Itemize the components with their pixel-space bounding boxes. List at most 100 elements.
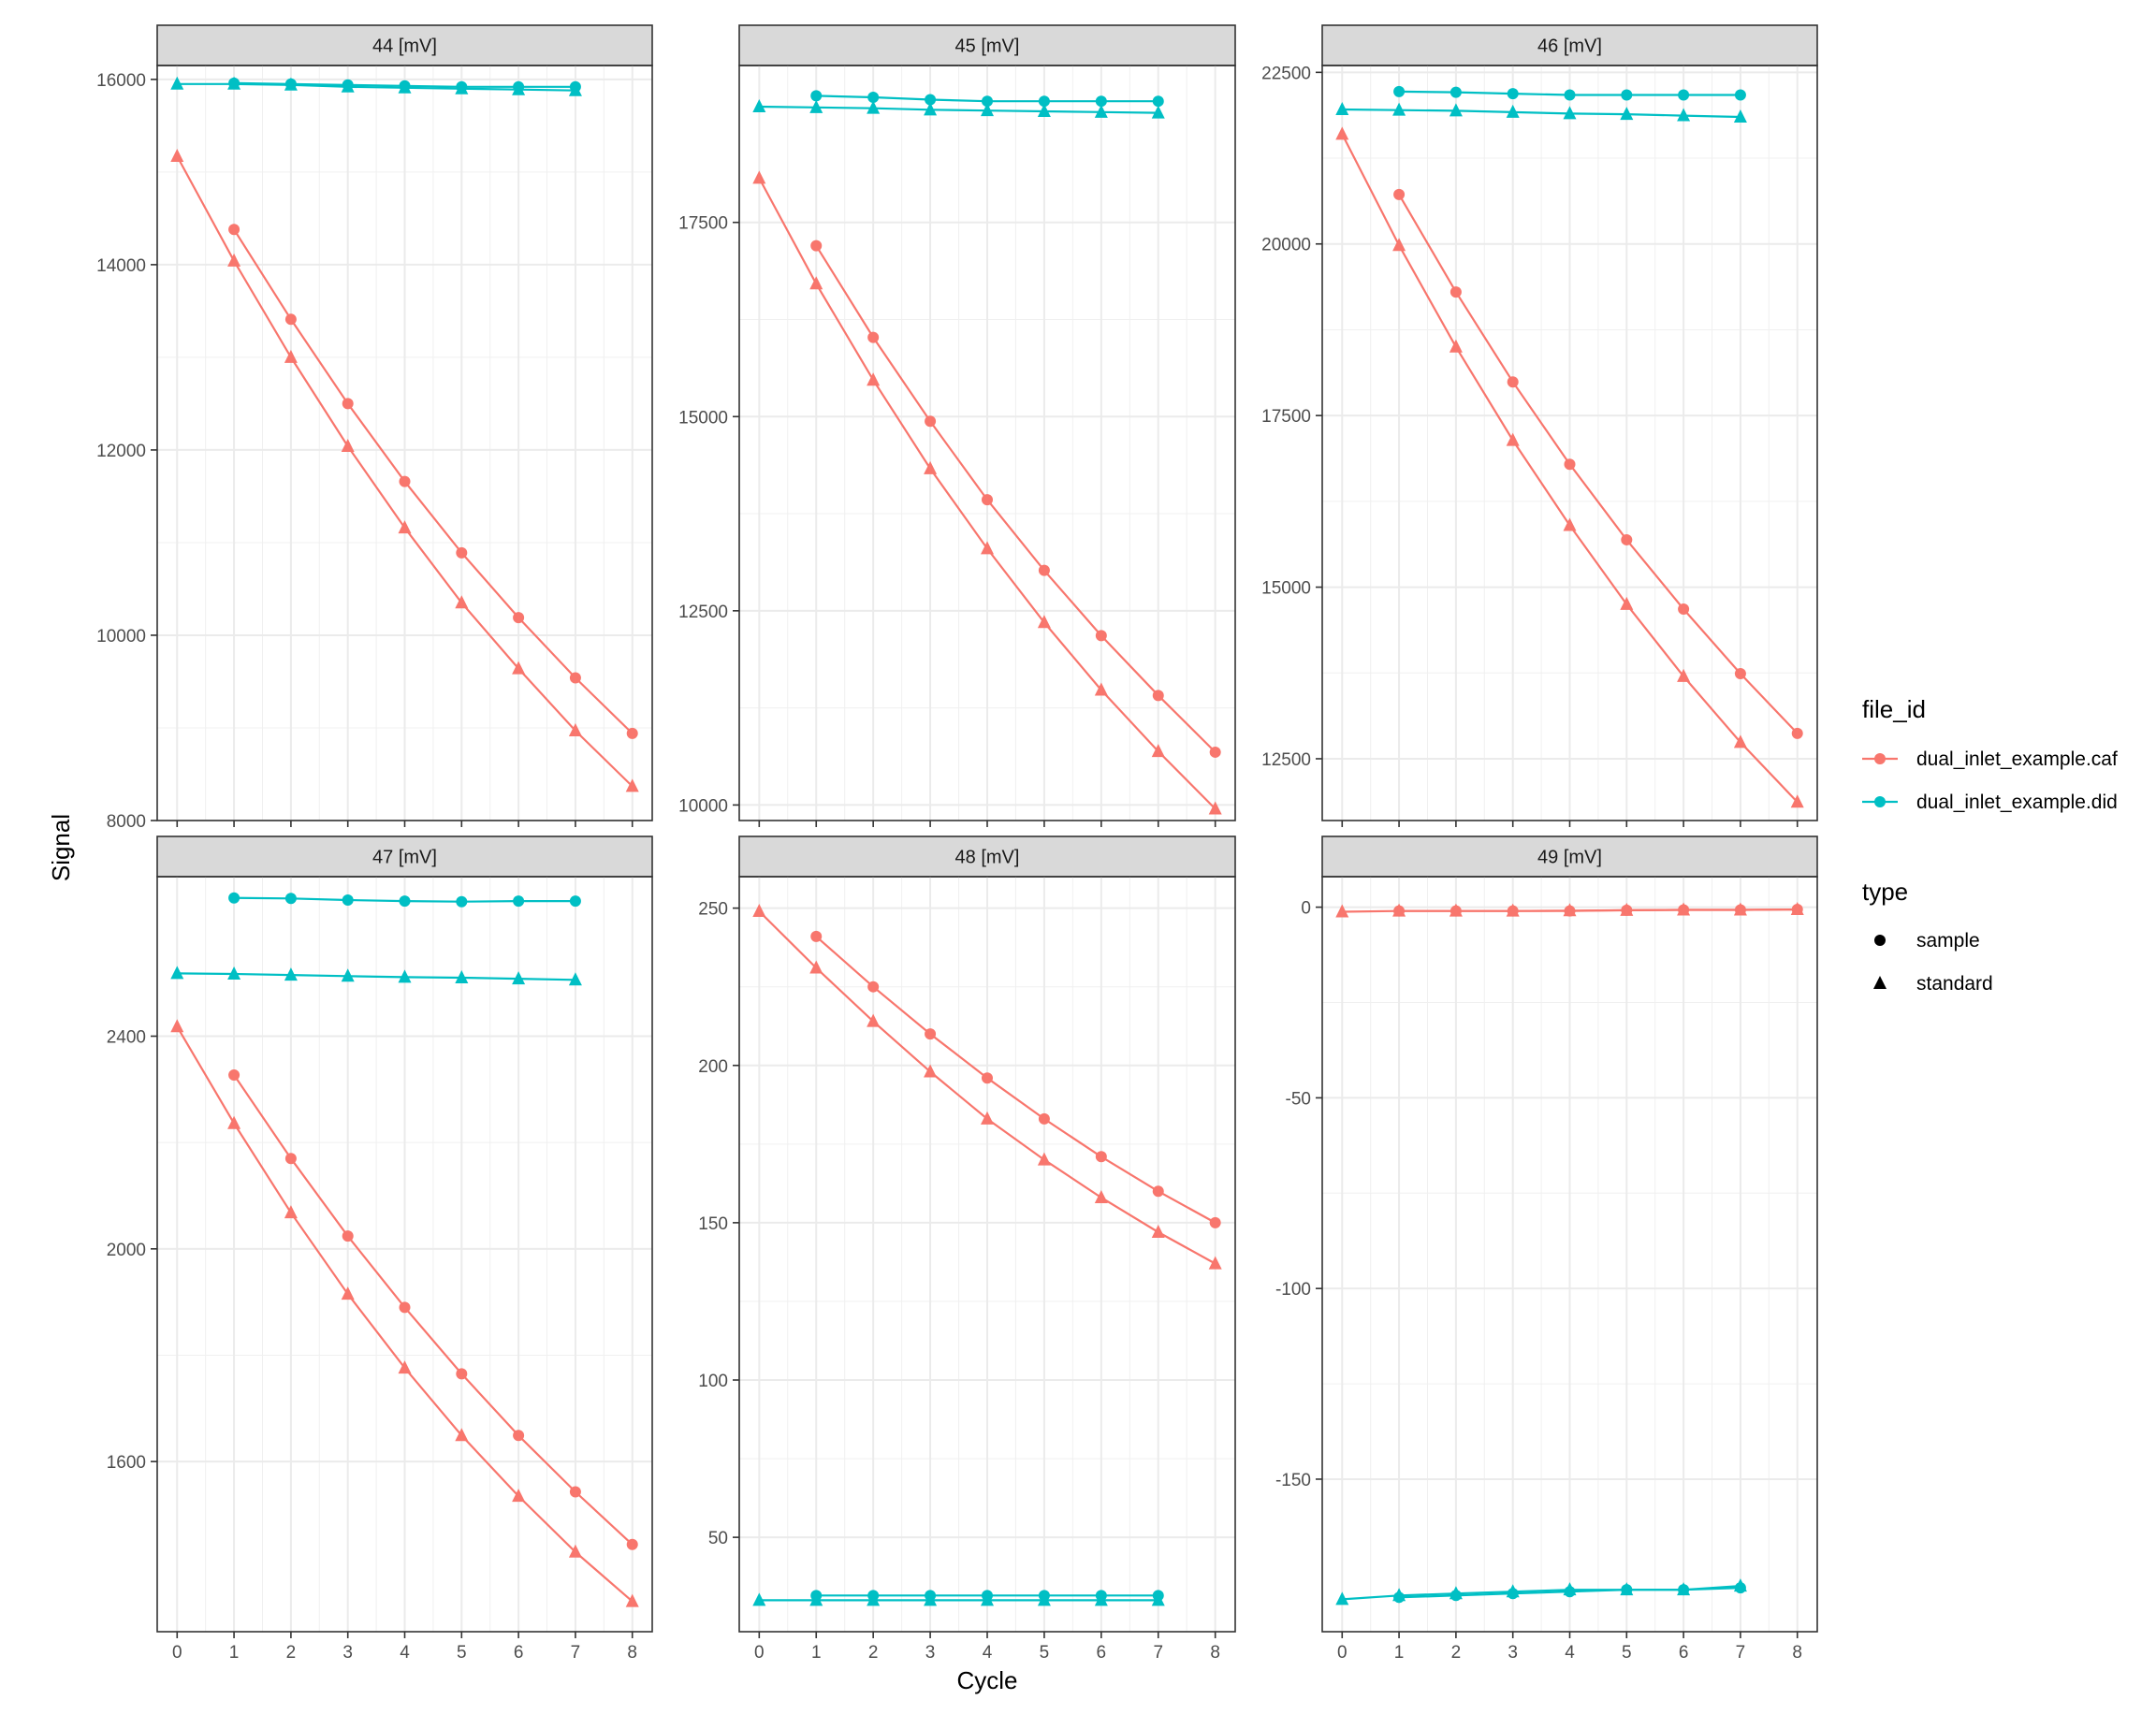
x-tick-label: 1 — [811, 1643, 822, 1663]
data-point-circle — [456, 1368, 468, 1380]
data-point-triangle — [1037, 1592, 1051, 1606]
x-tick-label: 6 — [514, 1643, 524, 1663]
x-tick-label: 3 — [342, 1643, 353, 1663]
data-point-triangle — [981, 1592, 994, 1606]
y-tick-label: -50 — [1286, 1089, 1311, 1109]
data-point-triangle — [170, 149, 184, 163]
data-point-circle — [1209, 1216, 1221, 1228]
data-point-triangle — [568, 722, 582, 736]
data-point-triangle — [284, 77, 298, 91]
x-tick-label: 4 — [983, 1643, 993, 1663]
data-point-triangle — [1151, 105, 1165, 119]
data-point-triangle — [1392, 903, 1406, 917]
series-line — [759, 105, 1158, 114]
y-tick-label: 14000 — [96, 256, 146, 276]
y-tick-label: 50 — [708, 1529, 728, 1548]
y-tick-label: 12500 — [678, 603, 728, 622]
x-tick-label: 3 — [925, 1643, 936, 1663]
data-point-circle — [1038, 564, 1050, 576]
data-point-triangle — [1392, 238, 1406, 252]
data-point-circle — [284, 893, 297, 905]
x-tick-label: 6 — [1097, 1643, 1107, 1663]
x-tick-label: 8 — [627, 1643, 637, 1663]
data-point-triangle — [1563, 1582, 1577, 1596]
data-point-circle — [1038, 95, 1050, 108]
data-point-circle — [1393, 188, 1406, 200]
data-point-triangle — [1335, 126, 1349, 140]
data-point-triangle — [227, 966, 241, 981]
data-point-triangle — [170, 1019, 184, 1033]
data-point-triangle — [1563, 903, 1577, 917]
data-point-circle — [626, 1538, 638, 1550]
data-point-triangle — [1449, 339, 1463, 353]
x-axis-title: Cycle — [956, 1666, 1017, 1694]
data-point-circle — [1152, 95, 1164, 108]
x-tick-label: 7 — [1736, 1643, 1746, 1663]
legend-label: sample — [1916, 930, 1980, 952]
data-point-triangle — [1094, 682, 1108, 696]
data-point-triangle — [1677, 1582, 1691, 1596]
legend-title-type: type — [1862, 878, 1908, 906]
x-tick-label: 7 — [571, 1643, 581, 1663]
data-point-circle — [342, 1230, 354, 1242]
data-point-triangle — [924, 1064, 938, 1078]
data-point-triangle — [1620, 107, 1634, 121]
data-point-circle — [1095, 95, 1107, 108]
data-point-circle — [867, 981, 880, 993]
data-point-circle — [1734, 668, 1746, 680]
data-point-triangle — [1037, 615, 1051, 629]
y-tick-label: 15000 — [1261, 579, 1311, 599]
series-line — [815, 245, 1216, 753]
data-point-circle — [569, 672, 581, 684]
data-point-triangle — [981, 541, 994, 555]
y-tick-label: 100 — [698, 1372, 728, 1391]
data-point-triangle — [1094, 104, 1108, 118]
data-point-triangle — [1620, 902, 1634, 916]
series-line — [1342, 1585, 1741, 1601]
data-point-circle — [810, 240, 823, 252]
y-tick-label: 22500 — [1261, 64, 1311, 83]
data-point-circle — [342, 894, 354, 907]
x-tick-label: 1 — [229, 1643, 240, 1663]
facet-strip — [1321, 835, 1818, 878]
data-point-circle — [399, 1301, 411, 1314]
data-point-triangle — [227, 1115, 241, 1129]
data-point-circle — [1449, 286, 1462, 298]
x-tick-label: 7 — [1153, 1643, 1163, 1663]
data-point-circle — [810, 90, 823, 102]
data-point-circle — [399, 475, 411, 487]
data-point-circle — [925, 94, 937, 106]
data-point-circle — [1564, 89, 1576, 101]
data-point-circle — [513, 1430, 525, 1442]
series-line — [1398, 194, 1799, 734]
x-tick-label: 1 — [1394, 1643, 1405, 1663]
y-tick-label: 17500 — [678, 214, 728, 234]
data-point-triangle — [1677, 902, 1691, 916]
data-point-triangle — [398, 969, 412, 983]
data-point-circle — [1791, 727, 1803, 739]
data-point-circle — [399, 895, 411, 908]
data-point-circle — [284, 313, 297, 326]
y-tick-label: 16000 — [96, 71, 146, 91]
data-point-triangle — [625, 778, 639, 792]
data-point-triangle — [455, 1428, 469, 1442]
y-tick-label: 2400 — [107, 1027, 146, 1047]
legend-title-file-id: file_id — [1862, 695, 1926, 723]
data-point-triangle — [398, 520, 412, 534]
data-point-triangle — [170, 76, 184, 90]
data-point-circle — [1038, 1112, 1050, 1125]
data-point-circle — [228, 892, 240, 904]
x-tick-label: 4 — [400, 1643, 410, 1663]
x-tick-label: 2 — [286, 1643, 297, 1663]
data-point-circle — [1209, 746, 1221, 758]
legend-key-circle — [1874, 935, 1886, 946]
data-point-circle — [1095, 1151, 1107, 1163]
data-point-triangle — [1208, 801, 1222, 815]
series-line — [1342, 108, 1741, 119]
data-point-triangle — [512, 81, 526, 95]
legend-key-triangle — [1873, 976, 1886, 989]
data-point-circle — [867, 92, 880, 104]
legend-key-point — [1874, 753, 1886, 764]
